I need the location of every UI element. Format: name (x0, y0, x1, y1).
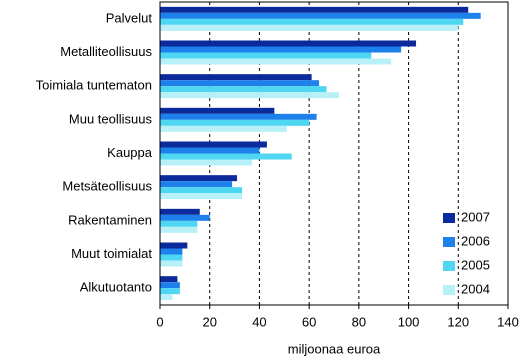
bar (160, 276, 178, 283)
bar (160, 24, 459, 31)
y-tick-label: Metalliteollisuus (60, 44, 152, 59)
y-tick-label: Metsäteollisuus (62, 179, 152, 194)
y-tick-label: Kauppa (107, 145, 153, 160)
bar (160, 181, 233, 188)
legend-swatch (443, 285, 455, 295)
x-tick-label: 40 (252, 314, 266, 329)
bar (160, 113, 317, 120)
x-tick-label: 0 (156, 314, 163, 329)
bar (160, 254, 183, 261)
bar (160, 153, 292, 160)
legend-swatch (443, 237, 455, 247)
x-tick-label: 20 (202, 314, 216, 329)
bar (160, 52, 372, 59)
bar (160, 18, 464, 25)
legend-swatch (443, 213, 455, 223)
y-tick-label: Muut toimialat (71, 246, 152, 261)
bar (160, 214, 210, 221)
bar (160, 12, 481, 19)
bar (160, 193, 243, 200)
x-axis-title: miljoonaa euroa (288, 341, 381, 356)
bar (160, 248, 183, 255)
y-tick-label: Toimiala tuntematon (36, 78, 152, 93)
legend-label: 2007 (461, 209, 490, 224)
plot-frame (159, 1, 509, 306)
y-tick-label: Muu teollisuus (69, 111, 153, 126)
bar (160, 80, 320, 87)
x-tick-label: 60 (302, 314, 316, 329)
bar (160, 175, 238, 182)
bar (160, 147, 260, 154)
bar (160, 6, 469, 13)
bar (160, 74, 312, 81)
bar (160, 58, 392, 65)
bar (160, 92, 339, 99)
bar (160, 125, 287, 132)
bar (160, 141, 267, 148)
bar (160, 282, 180, 289)
bar (160, 220, 198, 227)
bar (160, 226, 198, 233)
bar (160, 294, 173, 301)
bar (160, 159, 252, 166)
legend-label: 2005 (461, 257, 490, 272)
y-tick-label: Palvelut (106, 10, 153, 25)
bar (160, 288, 180, 295)
x-tick-label: 100 (398, 314, 420, 329)
x-tick-label: 120 (447, 314, 469, 329)
bar (160, 119, 310, 126)
y-tick-label: Rakentaminen (68, 212, 152, 227)
x-tick-label: 80 (352, 314, 366, 329)
bar (160, 242, 188, 249)
bar (160, 46, 402, 53)
bar (160, 260, 183, 267)
legend-label: 2006 (461, 233, 490, 248)
bar (160, 107, 275, 114)
y-tick-label: Alkutuotanto (80, 280, 152, 295)
bar (160, 187, 243, 194)
bar (160, 86, 327, 93)
bar (160, 40, 417, 47)
x-tick-label: 140 (497, 314, 519, 329)
legend-label: 2004 (461, 281, 490, 296)
legend-swatch (443, 261, 455, 271)
bar (160, 208, 200, 215)
